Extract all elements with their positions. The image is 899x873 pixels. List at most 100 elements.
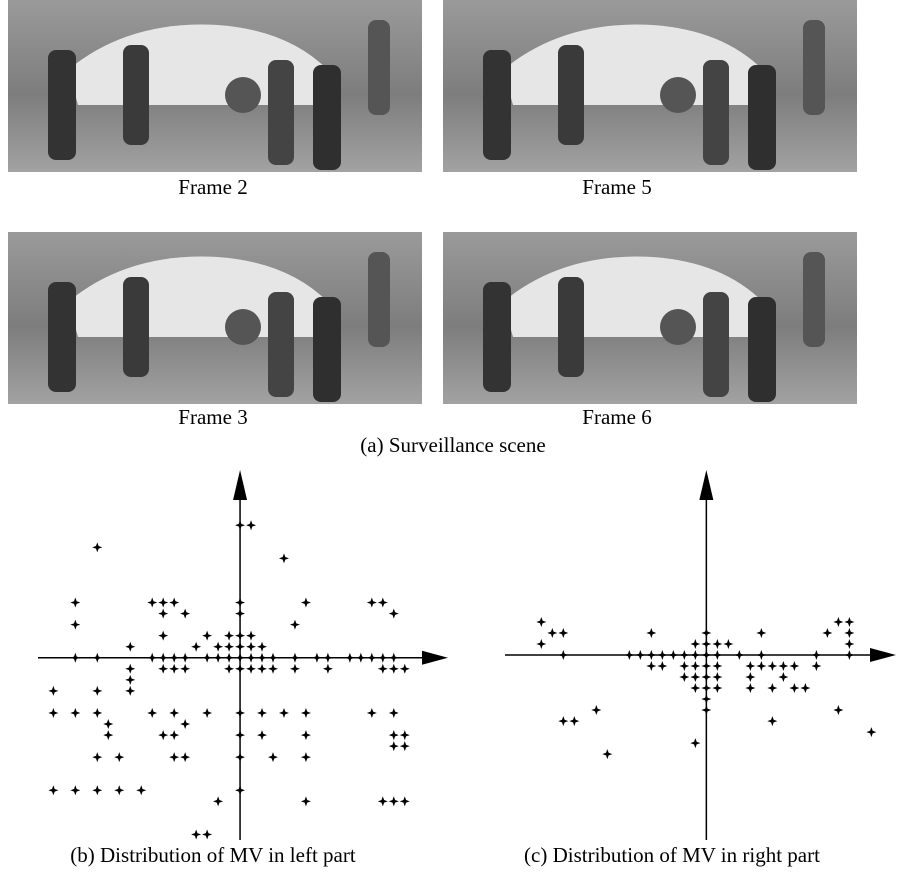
mv-point xyxy=(701,683,711,693)
mv-point xyxy=(268,653,278,663)
mv-point xyxy=(690,672,700,682)
figure: Frame 2 Frame 5 Frame 3 Frame 6 (a) Surv… xyxy=(0,0,899,873)
mv-point xyxy=(202,708,212,718)
mv-point xyxy=(180,752,190,762)
x-axis-arrow xyxy=(422,651,448,665)
mv-point xyxy=(235,708,245,718)
mv-point xyxy=(389,653,399,663)
mv-point xyxy=(789,683,799,693)
mv-point xyxy=(536,617,546,627)
mv-point xyxy=(70,653,80,663)
mv-point xyxy=(290,620,300,630)
mv-point xyxy=(712,639,722,649)
mv-point xyxy=(624,650,634,660)
mv-point xyxy=(147,708,157,718)
mv-point xyxy=(558,628,568,638)
mv-point xyxy=(312,653,322,663)
mv-point xyxy=(235,642,245,652)
mv-point xyxy=(778,661,788,671)
mv-point xyxy=(378,796,388,806)
mv-point xyxy=(378,653,388,663)
mv-point xyxy=(158,664,168,674)
mv-point xyxy=(180,609,190,619)
mv-point xyxy=(70,785,80,795)
mv-point xyxy=(224,653,234,663)
mv-point xyxy=(125,686,135,696)
frame-image xyxy=(443,0,857,172)
mv-point xyxy=(235,730,245,740)
mv-point xyxy=(323,653,333,663)
mv-point xyxy=(547,628,557,638)
mv-point xyxy=(169,598,179,608)
mv-point xyxy=(646,628,656,638)
mv-point xyxy=(536,639,546,649)
mv-point xyxy=(169,730,179,740)
mv-point xyxy=(844,639,854,649)
mv-point xyxy=(400,730,410,740)
mv-point xyxy=(92,708,102,718)
mv-point xyxy=(268,752,278,762)
mv-point xyxy=(690,683,700,693)
mv-point xyxy=(558,716,568,726)
mv-point xyxy=(367,598,377,608)
mv-point xyxy=(756,650,766,660)
mv-point xyxy=(158,730,168,740)
mv-point xyxy=(213,642,223,652)
mv-point xyxy=(257,642,267,652)
mv-point xyxy=(257,664,267,674)
mv-point xyxy=(657,650,667,660)
frame-caption: Frame 5 xyxy=(582,175,651,199)
mv-point xyxy=(745,683,755,693)
x-axis-arrow xyxy=(870,648,896,662)
mv-point xyxy=(290,664,300,674)
mv-point xyxy=(92,686,102,696)
mv-point xyxy=(389,730,399,740)
mv-point xyxy=(246,653,256,663)
mv-point xyxy=(290,653,300,663)
mv-point xyxy=(701,650,711,660)
mv-point xyxy=(690,661,700,671)
mv-point xyxy=(866,727,876,737)
mv-point xyxy=(690,639,700,649)
mv-point xyxy=(723,639,733,649)
mv-point xyxy=(389,609,399,619)
mv-point xyxy=(657,661,667,671)
mv-point xyxy=(389,708,399,718)
mv-point xyxy=(180,653,190,663)
mv-point xyxy=(114,752,124,762)
mv-point xyxy=(169,664,179,674)
mv-point xyxy=(202,829,212,839)
mv-point xyxy=(745,672,755,682)
mv-point xyxy=(257,730,267,740)
mv-point xyxy=(92,653,102,663)
mv-point xyxy=(378,598,388,608)
mv-point xyxy=(224,664,234,674)
mv-point xyxy=(48,785,58,795)
mv-point xyxy=(756,661,766,671)
mv-point xyxy=(70,708,80,718)
mv-point xyxy=(323,664,333,674)
mv-point xyxy=(158,631,168,641)
mv-point xyxy=(147,653,157,663)
mv-point xyxy=(811,661,821,671)
mv-point xyxy=(158,653,168,663)
mv-point xyxy=(125,642,135,652)
mv-point xyxy=(767,716,777,726)
mv-point xyxy=(246,520,256,530)
mv-point xyxy=(70,620,80,630)
mv-point xyxy=(92,542,102,552)
mv-point xyxy=(389,664,399,674)
mv-point xyxy=(257,708,267,718)
mv-point xyxy=(690,650,700,660)
mv-point xyxy=(279,553,289,563)
mv-point xyxy=(301,796,311,806)
mv-point xyxy=(679,672,689,682)
mv-point xyxy=(367,653,377,663)
mv-point xyxy=(169,752,179,762)
mv-point xyxy=(558,650,568,660)
mv-point xyxy=(389,741,399,751)
mv-point xyxy=(246,631,256,641)
mv-point xyxy=(712,683,722,693)
frame-image xyxy=(8,0,422,172)
mv-point xyxy=(800,683,810,693)
